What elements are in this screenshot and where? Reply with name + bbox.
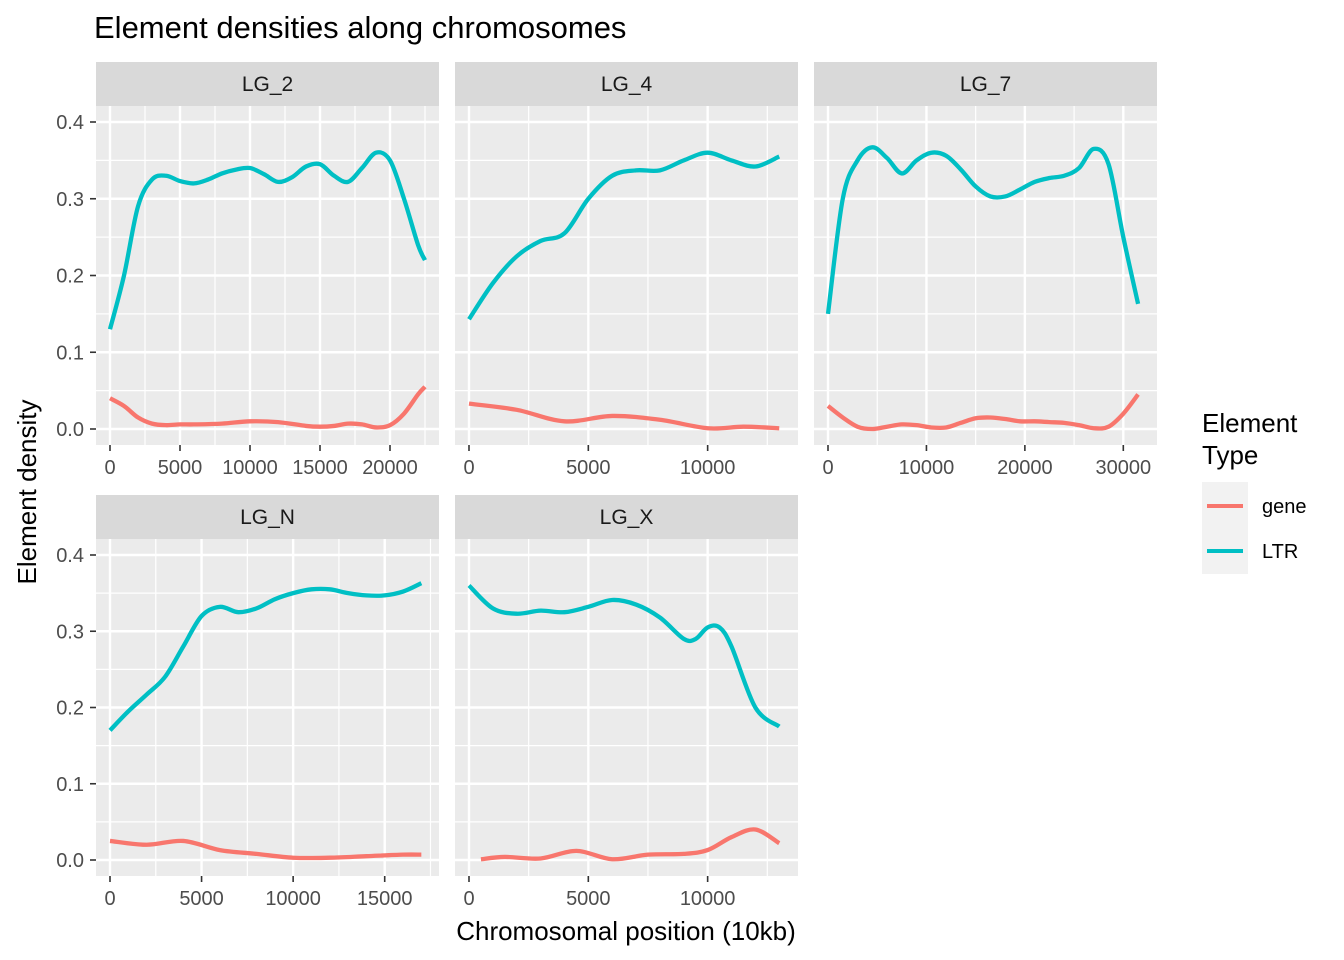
x-tick-label: 0 xyxy=(104,888,115,910)
x-tick-label: 5000 xyxy=(158,457,203,479)
x-tick-label: 0 xyxy=(463,457,474,479)
y-tick-label: 0.3 xyxy=(56,621,84,643)
x-tick-label: 20000 xyxy=(997,457,1053,479)
y-tick-label: 0.2 xyxy=(56,266,84,288)
x-tick-label: 0 xyxy=(463,888,474,910)
x-tick-label: 20000 xyxy=(362,457,418,479)
facet-strip xyxy=(96,495,439,539)
legend-title-line-1: Element xyxy=(1202,408,1298,438)
facet-strip-label: LG_2 xyxy=(242,73,293,96)
series-line-ltr xyxy=(467,150,781,321)
legend-title-line-2: Type xyxy=(1202,440,1258,470)
x-tick-label: 10000 xyxy=(222,457,278,479)
facet-panel-lg-7: LG_7 0 10000 20000 30000 xyxy=(814,62,1157,479)
x-tick-label: 10000 xyxy=(899,457,955,479)
y-tick-label: 0.3 xyxy=(56,189,84,211)
facet-strip-label: LG_4 xyxy=(601,73,653,96)
series-line-gene xyxy=(109,838,422,861)
legend-label-ltr: LTR xyxy=(1262,541,1298,563)
facet-strip-label: LG_X xyxy=(600,506,654,529)
series-line-ltr xyxy=(108,581,423,732)
x-tick-label: 30000 xyxy=(1096,457,1152,479)
x-tick-label: 5000 xyxy=(566,457,611,479)
series-line-gene xyxy=(826,393,1140,432)
series-line-gene xyxy=(480,827,781,862)
series-line-gene xyxy=(108,385,427,430)
facet-panels: LG_20 5000 10000 15000 200000.00.10.20.30.4L… xyxy=(56,62,1157,910)
chart-title: Element densities along chromosomes xyxy=(94,10,626,45)
x-tick-label: 5000 xyxy=(179,888,224,910)
facet-panel-lg-2: LG_2 0 5000 10000 15000 20000 0.0 0.1 0.2 0.3 0.4 xyxy=(56,62,439,479)
series-line-ltr xyxy=(107,150,427,330)
y-tick-label: 0.2 xyxy=(56,698,84,720)
x-tick-label: 10000 xyxy=(680,457,736,479)
y-axis-title: Element density xyxy=(12,400,42,585)
y-tick-label: 0.0 xyxy=(56,419,84,441)
facet-strip xyxy=(455,62,798,106)
facet-strip xyxy=(455,495,798,539)
legend-label-gene: gene xyxy=(1262,496,1307,518)
x-axis-title: Chromosomal position (10kb) xyxy=(456,916,796,946)
facet-strip-label: LG_7 xyxy=(960,73,1011,96)
legend: Element Type gene LTR xyxy=(1202,408,1307,574)
x-tick-label: 0 xyxy=(104,457,115,479)
facet-strip xyxy=(814,62,1157,106)
y-tick-label: 0.4 xyxy=(56,545,84,567)
x-tick-label: 15000 xyxy=(292,457,348,479)
y-tick-label: 0.1 xyxy=(56,774,84,796)
y-tick-label: 0.4 xyxy=(56,112,84,134)
x-tick-label: 5000 xyxy=(566,888,611,910)
facet-panel-lg-x: LG_X 0 5000 10000 xyxy=(455,495,798,910)
facet-panel-lg-n: LG_N 0 5000 10000 15000 0.0 0.1 0.2 0.3 0.4 xyxy=(56,495,439,910)
x-tick-label: 0 xyxy=(822,457,833,479)
y-tick-label: 0.1 xyxy=(56,342,84,364)
series-line-ltr xyxy=(467,583,781,729)
series-line-gene xyxy=(468,401,780,431)
y-tick-label: 0.0 xyxy=(56,850,84,872)
x-tick-label: 10000 xyxy=(680,888,736,910)
legend-keys-background xyxy=(1202,482,1248,574)
series-line-ltr xyxy=(825,145,1141,315)
facet-strip-label: LG_N xyxy=(240,506,295,529)
x-tick-label: 15000 xyxy=(357,888,413,910)
x-tick-label: 10000 xyxy=(265,888,321,910)
facet-strip xyxy=(96,62,439,106)
facet-panel-lg-4: LG_4 0 5000 10000 xyxy=(455,62,798,479)
